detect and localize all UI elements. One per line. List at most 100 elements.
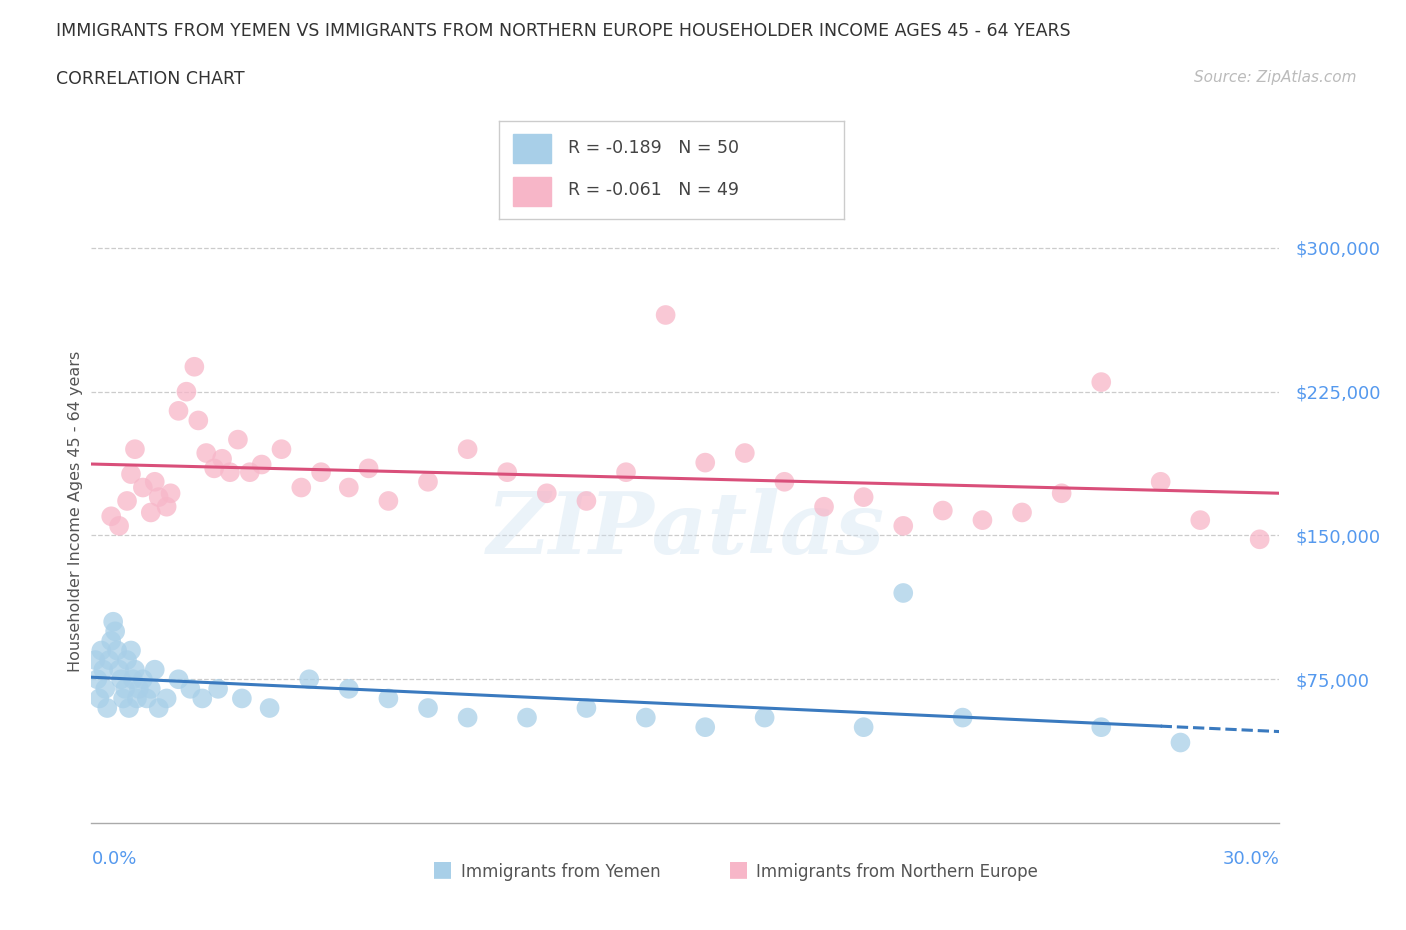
Text: ■: ■ (433, 858, 453, 879)
Point (110, 671, 132, 686)
Point (120, 467, 142, 482)
Point (112, 691, 135, 706)
Point (952, 711, 974, 725)
Point (1170, 735, 1192, 750)
Point (377, 691, 399, 706)
Point (128, 682, 150, 697)
Point (416, 700, 439, 715)
Point (176, 384, 198, 399)
Point (96, 700, 118, 715)
Point (1050, 485, 1073, 500)
Point (416, 474, 439, 489)
Point (695, 455, 717, 470)
Point (250, 457, 273, 472)
Point (167, 671, 190, 686)
Text: R = -0.061   N = 49: R = -0.061 N = 49 (568, 181, 740, 199)
Point (290, 480, 312, 495)
Point (1189, 512, 1212, 527)
Point (94, 682, 117, 697)
Point (120, 643, 142, 658)
Point (89, 691, 111, 706)
Point (118, 700, 141, 715)
Point (298, 671, 321, 686)
Point (179, 682, 201, 697)
Text: Immigrants from Yemen: Immigrants from Yemen (461, 863, 661, 881)
Point (1090, 720, 1112, 735)
Point (231, 691, 253, 706)
Point (734, 445, 756, 460)
Point (496, 465, 519, 480)
Text: 30.0%: 30.0% (1223, 850, 1279, 868)
Point (1249, 532, 1271, 547)
Point (457, 442, 479, 457)
Point (104, 624, 127, 639)
Point (536, 485, 558, 500)
Text: IMMIGRANTS FROM YEMEN VS IMMIGRANTS FROM NORTHERN EUROPE HOUSEHOLDER INCOME AGES: IMMIGRANTS FROM YEMEN VS IMMIGRANTS FROM… (56, 22, 1071, 40)
Point (259, 700, 281, 715)
Point (124, 442, 146, 457)
Point (115, 653, 138, 668)
Point (773, 474, 796, 489)
Point (337, 480, 360, 495)
Point (852, 490, 875, 505)
Point (124, 662, 146, 677)
Point (457, 711, 479, 725)
Point (100, 633, 122, 648)
Point (813, 499, 835, 514)
Point (202, 461, 225, 476)
Point (143, 474, 166, 489)
Point (159, 485, 181, 500)
Point (1011, 505, 1033, 520)
Point (695, 720, 717, 735)
Point (357, 461, 380, 476)
Point (143, 662, 166, 677)
Point (139, 505, 162, 520)
Text: ■: ■ (728, 858, 748, 879)
Point (654, 308, 676, 323)
Point (377, 494, 399, 509)
Point (114, 682, 136, 697)
Point (891, 586, 914, 601)
Point (891, 518, 914, 533)
Point (309, 465, 332, 480)
Point (614, 465, 637, 480)
Point (575, 700, 598, 715)
Text: 0.0%: 0.0% (91, 850, 136, 868)
Point (132, 671, 155, 686)
Text: Source: ZipAtlas.com: Source: ZipAtlas.com (1194, 70, 1357, 85)
Point (972, 512, 994, 527)
Point (191, 691, 214, 706)
Point (125, 691, 148, 706)
Point (156, 691, 179, 706)
Point (239, 465, 262, 480)
Point (122, 671, 145, 686)
Point (90, 643, 112, 658)
Point (91, 662, 114, 677)
Point (167, 404, 190, 418)
Point (211, 451, 233, 466)
Point (108, 662, 131, 677)
Point (135, 691, 157, 706)
Text: Immigrants from Northern Europe: Immigrants from Northern Europe (756, 863, 1038, 881)
Text: CORRELATION CHART: CORRELATION CHART (56, 70, 245, 87)
Point (226, 432, 249, 447)
Text: ZIPatlas: ZIPatlas (486, 488, 884, 572)
Point (183, 359, 205, 374)
Point (516, 711, 538, 725)
Point (86, 671, 108, 686)
Point (115, 494, 138, 509)
Point (207, 682, 229, 697)
Bar (513, 177, 551, 206)
Point (634, 711, 657, 725)
Point (84, 653, 107, 668)
Point (148, 700, 170, 715)
Point (139, 682, 162, 697)
Point (754, 711, 776, 725)
Point (270, 442, 292, 457)
Point (105, 643, 128, 658)
Point (195, 445, 218, 460)
Point (337, 682, 360, 697)
Point (575, 494, 598, 509)
Point (148, 490, 170, 505)
Point (1090, 375, 1112, 390)
